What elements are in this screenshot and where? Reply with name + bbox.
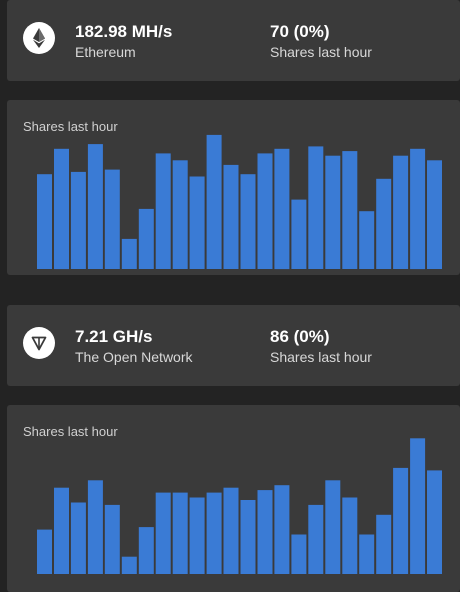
chart-bar	[257, 153, 273, 269]
coin-name: Ethereum	[75, 44, 136, 60]
chart-bar	[240, 500, 256, 574]
shares-chart-panel-ethereum: Shares last hour	[7, 100, 460, 275]
chart-bar	[87, 480, 103, 574]
chart-bar	[427, 160, 442, 269]
chart-bar	[376, 514, 392, 574]
chart-bar	[308, 146, 324, 269]
chart-bar	[172, 492, 188, 574]
chart-bar	[104, 504, 120, 574]
chart-bar	[37, 174, 52, 269]
coin-stats-panel-ton: 7.21 GH/s The Open Network 86 (0%) Share…	[7, 305, 460, 386]
chart-bar	[87, 144, 103, 269]
chart-bar	[291, 534, 307, 574]
chart-bar	[359, 211, 375, 269]
chart-bar	[410, 438, 426, 574]
chart-bar	[70, 171, 86, 269]
chart-bar	[291, 199, 307, 269]
chart-bar	[274, 148, 290, 270]
coin-name: The Open Network	[75, 349, 193, 365]
shares-value: 70 (0%)	[270, 22, 330, 41]
hashrate-value: 7.21 GH/s	[75, 327, 153, 346]
chart-bar	[172, 160, 188, 269]
shares-chart-panel-ton: Shares last hour	[7, 405, 460, 592]
chart-bar	[138, 527, 154, 574]
coin-stats-panel-ethereum: 182.98 MH/s Ethereum 70 (0%) Shares last…	[7, 0, 460, 81]
shares-value: 86 (0%)	[270, 327, 330, 346]
chart-bar	[189, 497, 205, 574]
chart-bar	[155, 492, 171, 574]
chart-bar	[342, 497, 358, 574]
chart-bar	[427, 470, 442, 574]
chart-bar	[325, 480, 341, 574]
ethereum-icon	[23, 22, 55, 54]
chart-bar	[393, 467, 409, 574]
chart-bar	[393, 155, 409, 269]
hashrate-value: 182.98 MH/s	[75, 22, 173, 41]
chart-bar	[70, 502, 86, 574]
chart-bar	[104, 169, 120, 269]
chart-bar	[121, 556, 137, 574]
chart-bar	[54, 148, 69, 270]
shares-bar-chart	[37, 438, 442, 574]
chart-bar	[37, 529, 52, 574]
chart-bar	[410, 148, 426, 270]
chart-bar	[189, 176, 205, 269]
chart-bar	[223, 487, 239, 574]
chart-title: Shares last hour	[23, 119, 118, 134]
chart-bar	[206, 492, 222, 574]
chart-bar	[138, 208, 154, 269]
chart-bar	[206, 134, 222, 269]
chart-bar	[240, 174, 256, 269]
chart-bar	[342, 151, 358, 269]
chart-title: Shares last hour	[23, 424, 118, 439]
chart-bar	[376, 178, 392, 269]
toncoin-icon	[23, 327, 55, 359]
chart-bar	[223, 164, 239, 269]
shares-label: Shares last hour	[270, 349, 372, 365]
shares-bar-chart	[37, 134, 442, 270]
chart-bar	[308, 504, 324, 574]
chart-bar	[155, 153, 171, 269]
chart-bar	[121, 238, 137, 269]
chart-bar	[54, 487, 69, 574]
chart-bar	[325, 155, 341, 269]
shares-label: Shares last hour	[270, 44, 372, 60]
chart-bar	[274, 485, 290, 574]
chart-bar	[257, 490, 273, 574]
chart-bar	[359, 534, 375, 574]
